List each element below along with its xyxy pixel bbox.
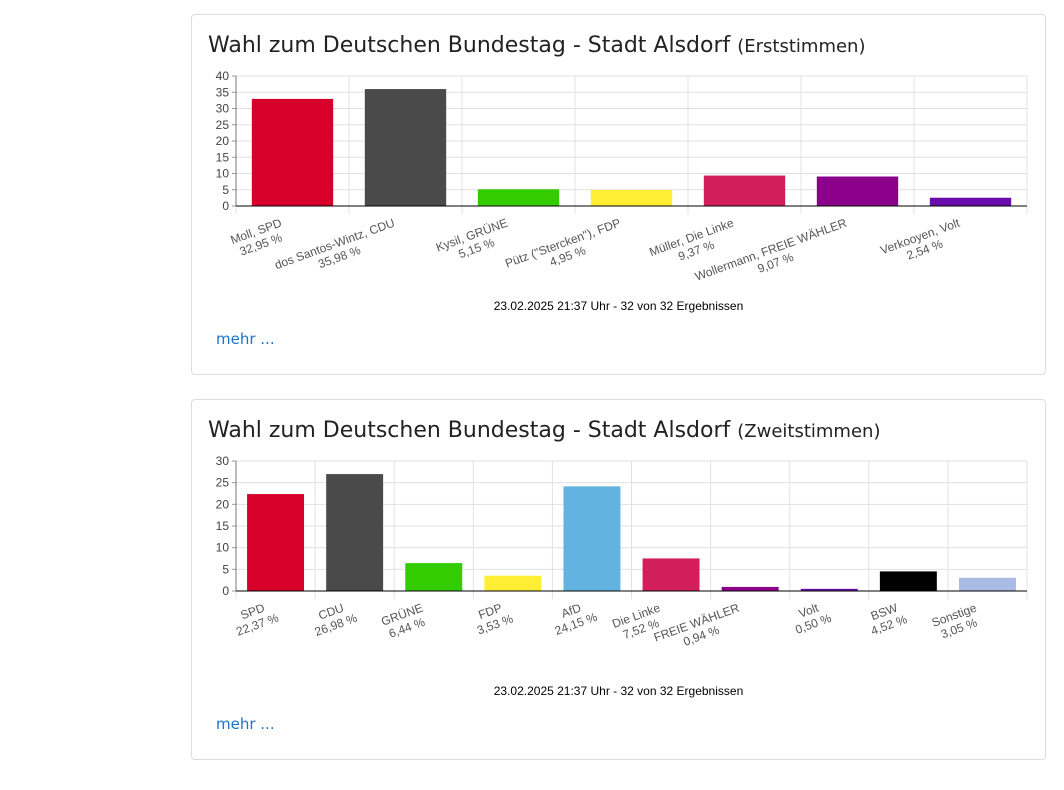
bar — [477, 189, 560, 206]
y-tick-label: 25 — [216, 476, 230, 490]
chart-card-zweitstimmen: Wahl zum Deutschen Bundestag - Stadt Als… — [191, 399, 1046, 760]
bar — [958, 577, 1016, 591]
bar — [251, 98, 334, 206]
bar — [721, 586, 779, 591]
bar — [405, 563, 463, 591]
chart-title-text: Wahl zum Deutschen Bundestag - Stadt Als… — [208, 418, 731, 443]
bar — [642, 558, 700, 591]
bar — [879, 571, 937, 591]
more-link[interactable]: mehr ... — [216, 330, 275, 348]
bar — [563, 486, 621, 591]
y-tick-label: 15 — [216, 150, 230, 164]
chart-title: Wahl zum Deutschen Bundestag - Stadt Als… — [208, 418, 880, 443]
y-tick-label: 40 — [216, 69, 230, 83]
chart-footnote: 23.02.2025 21:37 Uhr - 32 von 32 Ergebni… — [493, 299, 744, 313]
y-tick-label: 0 — [222, 199, 229, 213]
y-tick-label: 5 — [222, 562, 229, 576]
bar — [484, 575, 542, 591]
bar — [816, 176, 899, 206]
y-tick-label: 15 — [216, 519, 230, 533]
chart-subtitle: (Zweitstimmen) — [737, 421, 881, 442]
y-tick-label: 10 — [216, 541, 230, 555]
bar — [800, 588, 858, 591]
bar — [247, 494, 305, 591]
y-tick-label: 10 — [216, 167, 230, 181]
y-tick-label: 25 — [216, 118, 230, 132]
y-tick-label: 30 — [216, 102, 230, 116]
chart-footnote: 23.02.2025 21:37 Uhr - 32 von 32 Ergebni… — [493, 684, 744, 698]
y-tick-label: 30 — [216, 454, 230, 468]
chart-card-erststimmen: Wahl zum Deutschen Bundestag - Stadt Als… — [191, 14, 1046, 375]
y-tick-label: 0 — [222, 584, 229, 598]
y-tick-label: 35 — [216, 85, 230, 99]
bar — [590, 189, 673, 206]
chart-title-text: Wahl zum Deutschen Bundestag - Stadt Als… — [208, 33, 731, 58]
bar — [929, 197, 1012, 206]
y-tick-label: 20 — [216, 134, 230, 148]
more-link[interactable]: mehr ... — [216, 715, 275, 733]
bar — [326, 474, 384, 591]
y-tick-label: 5 — [222, 183, 229, 197]
bar — [364, 89, 447, 206]
x-tick-label: Volt — [797, 600, 821, 620]
bar — [703, 175, 786, 206]
chart-subtitle: (Erststimmen) — [737, 36, 866, 57]
chart-title: Wahl zum Deutschen Bundestag - Stadt Als… — [208, 33, 866, 58]
x-tick-label: AfD — [559, 601, 583, 621]
y-tick-label: 20 — [216, 497, 230, 511]
